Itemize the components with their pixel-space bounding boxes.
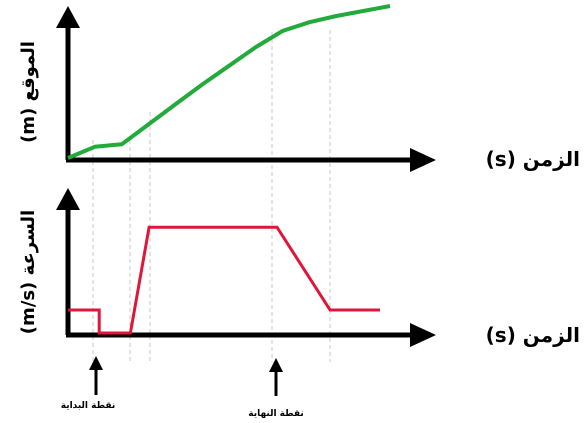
top-y-axis-label: الموقع (m) [18, 41, 39, 143]
bottom-x-axis-label: الزمن (s) [486, 323, 580, 347]
series-line-velocity [68, 225, 380, 335]
bottom-y-axis-arrow [56, 188, 80, 210]
start-point-label: نقطة البداية [61, 401, 115, 411]
series-line-position [67, 4, 391, 160]
top-x-axis-arrow [410, 148, 436, 172]
start-marker-arrow-head [89, 356, 103, 370]
end-point-label: نقطة النهاية [248, 409, 304, 419]
top-x-axis-label: الزمن (s) [486, 147, 580, 171]
velocity-time-chart: السرعة (m/s) الزمن (s) نقطة البداية نقطة… [18, 188, 580, 419]
bottom-y-axis-label: السرعة (m/s) [18, 210, 39, 334]
end-marker-arrow-head [269, 358, 283, 372]
top-y-axis-arrow [56, 6, 80, 28]
position-time-chart: الموقع (m) الزمن (s) [18, 4, 580, 362]
bottom-x-axis-arrow [410, 323, 436, 347]
